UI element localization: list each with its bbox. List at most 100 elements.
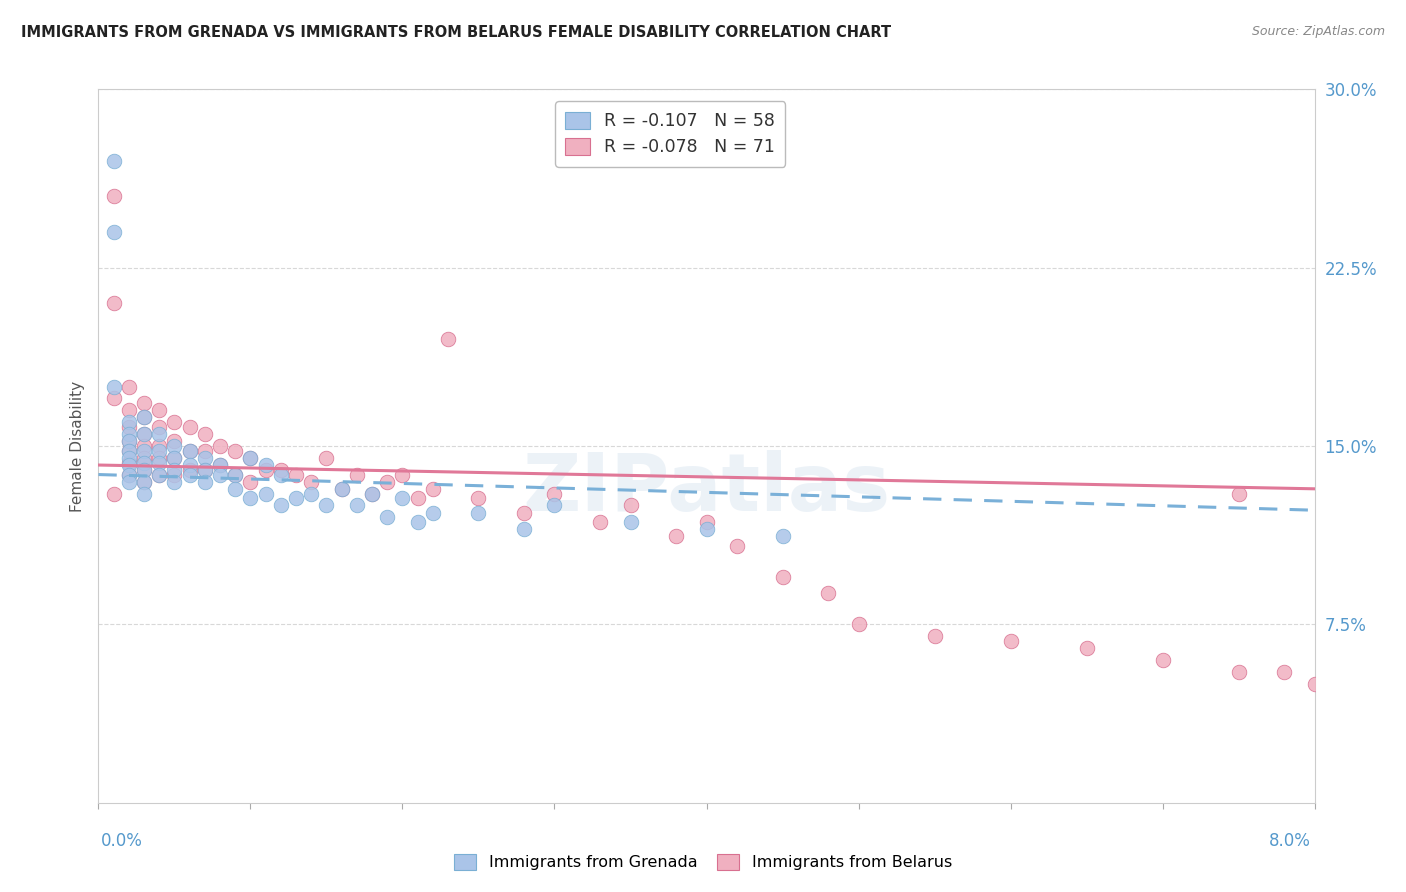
Point	[817, 586, 839, 600]
Point	[194, 475, 217, 489]
Point	[848, 617, 870, 632]
Point	[103, 486, 125, 500]
Point	[132, 463, 155, 477]
Point	[179, 443, 201, 458]
Point	[772, 570, 794, 584]
Point	[391, 467, 413, 482]
Point	[270, 467, 292, 482]
Point	[118, 443, 141, 458]
Point	[315, 450, 337, 465]
Point	[406, 491, 429, 506]
Point	[299, 486, 322, 500]
Point	[163, 434, 186, 449]
Point	[1272, 665, 1295, 679]
Point	[148, 456, 170, 470]
Point	[132, 456, 155, 470]
Point	[103, 392, 125, 406]
Point	[589, 515, 612, 529]
Point	[254, 463, 277, 477]
Point	[375, 510, 398, 524]
Point	[361, 486, 384, 500]
Point	[209, 467, 232, 482]
Point	[118, 379, 141, 393]
Point	[118, 467, 141, 482]
Point	[163, 415, 186, 429]
Point	[725, 539, 748, 553]
Point	[132, 486, 155, 500]
Point	[270, 499, 292, 513]
Point	[330, 482, 353, 496]
Point	[1000, 634, 1022, 648]
Point	[179, 420, 201, 434]
Point	[254, 486, 277, 500]
Point	[1076, 641, 1098, 656]
Point	[118, 450, 141, 465]
Point	[118, 403, 141, 417]
Point	[132, 443, 155, 458]
Point	[148, 439, 170, 453]
Point	[163, 475, 186, 489]
Point	[118, 475, 141, 489]
Point	[132, 463, 155, 477]
Point	[103, 379, 125, 393]
Point	[285, 467, 308, 482]
Point	[513, 522, 536, 536]
Point	[422, 482, 444, 496]
Point	[163, 463, 186, 477]
Point	[118, 420, 141, 434]
Point	[194, 463, 217, 477]
Point	[194, 463, 217, 477]
Point	[224, 443, 246, 458]
Point	[1227, 486, 1250, 500]
Point	[179, 443, 201, 458]
Legend: R = -0.107   N = 58, R = -0.078   N = 71: R = -0.107 N = 58, R = -0.078 N = 71	[555, 102, 785, 167]
Point	[315, 499, 337, 513]
Point	[103, 225, 125, 239]
Point	[772, 529, 794, 543]
Point	[118, 456, 141, 470]
Text: ZIPatlas: ZIPatlas	[523, 450, 890, 528]
Point	[118, 443, 141, 458]
Point	[118, 458, 141, 472]
Point	[209, 458, 232, 472]
Point	[224, 467, 246, 482]
Y-axis label: Female Disability: Female Disability	[70, 380, 86, 512]
Point	[361, 486, 384, 500]
Text: 8.0%: 8.0%	[1268, 832, 1310, 850]
Point	[148, 427, 170, 442]
Text: 0.0%: 0.0%	[101, 832, 143, 850]
Point	[132, 450, 155, 465]
Point	[467, 491, 489, 506]
Point	[239, 475, 262, 489]
Point	[375, 475, 398, 489]
Point	[270, 463, 292, 477]
Point	[148, 467, 170, 482]
Point	[543, 499, 565, 513]
Point	[163, 439, 186, 453]
Point	[513, 506, 536, 520]
Text: Source: ZipAtlas.com: Source: ZipAtlas.com	[1251, 25, 1385, 38]
Point	[422, 506, 444, 520]
Point	[1303, 677, 1326, 691]
Point	[330, 482, 353, 496]
Point	[285, 491, 308, 506]
Point	[118, 415, 141, 429]
Point	[467, 506, 489, 520]
Legend: Immigrants from Grenada, Immigrants from Belarus: Immigrants from Grenada, Immigrants from…	[447, 848, 959, 877]
Point	[118, 434, 141, 449]
Point	[132, 410, 155, 425]
Point	[118, 427, 141, 442]
Point	[103, 296, 125, 310]
Point	[179, 463, 201, 477]
Point	[194, 450, 217, 465]
Point	[224, 482, 246, 496]
Point	[132, 475, 155, 489]
Point	[254, 458, 277, 472]
Point	[1152, 653, 1174, 667]
Point	[103, 189, 125, 203]
Point	[665, 529, 688, 543]
Point	[194, 443, 217, 458]
Text: IMMIGRANTS FROM GRENADA VS IMMIGRANTS FROM BELARUS FEMALE DISABILITY CORRELATION: IMMIGRANTS FROM GRENADA VS IMMIGRANTS FR…	[21, 25, 891, 40]
Point	[163, 450, 186, 465]
Point	[118, 467, 141, 482]
